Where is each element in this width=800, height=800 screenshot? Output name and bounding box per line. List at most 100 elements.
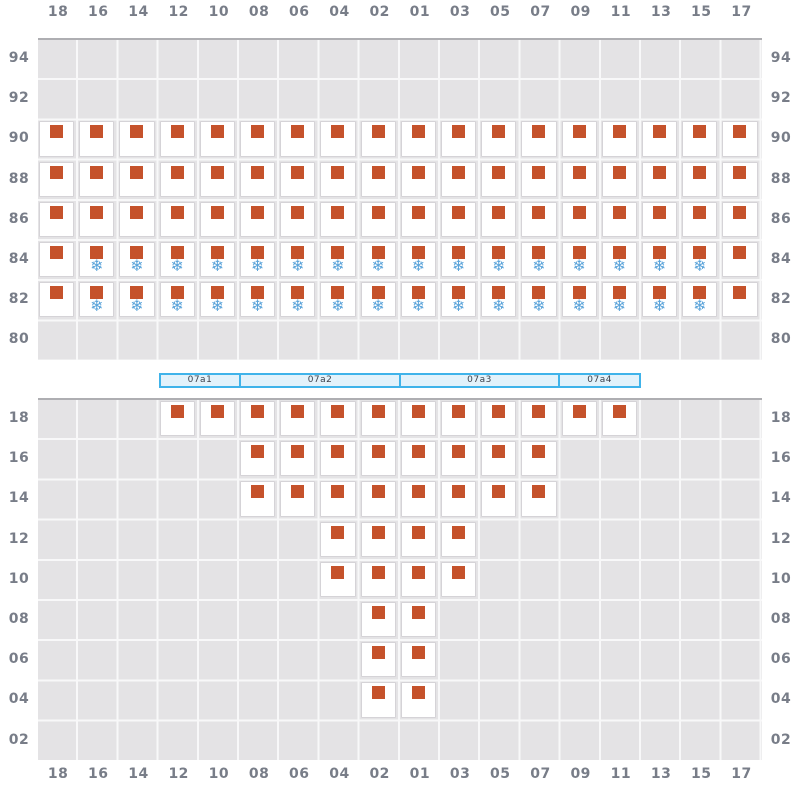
- slot-deck-panel-tier82-row04[interactable]: ❄: [320, 282, 356, 318]
- slot-hold-panel-tier16-row08[interactable]: [240, 441, 276, 477]
- slot-hold-panel-tier14-row04[interactable]: [320, 481, 356, 517]
- slot-deck-panel-tier90-row09[interactable]: [561, 121, 597, 157]
- slot-deck-panel-tier90-row08[interactable]: [240, 121, 276, 157]
- slot-deck-panel-tier82-row05[interactable]: ❄: [481, 282, 517, 318]
- slot-deck-panel-tier82-row10[interactable]: ❄: [199, 282, 235, 318]
- slot-deck-panel-tier82-row09[interactable]: ❄: [561, 282, 597, 318]
- slot-deck-panel-tier88-row01[interactable]: [400, 161, 436, 197]
- slot-hold-panel-tier18-row12[interactable]: [159, 401, 195, 437]
- slot-deck-panel-tier84-row05[interactable]: ❄: [481, 242, 517, 278]
- slot-hold-panel-tier06-row01[interactable]: [400, 642, 436, 678]
- slot-deck-panel-tier82-row17[interactable]: [722, 282, 758, 318]
- slot-deck-panel-tier90-row01[interactable]: [400, 121, 436, 157]
- slot-deck-panel-tier86-row18[interactable]: [39, 201, 75, 237]
- slot-deck-panel-tier84-row04[interactable]: ❄: [320, 242, 356, 278]
- slot-deck-panel-tier88-row07[interactable]: [521, 161, 557, 197]
- slot-deck-panel-tier90-row17[interactable]: [722, 121, 758, 157]
- slot-hold-panel-tier16-row01[interactable]: [400, 441, 436, 477]
- slot-deck-panel-tier88-row15[interactable]: [682, 161, 718, 197]
- slot-hold-panel-tier12-row02[interactable]: [360, 521, 396, 557]
- slot-deck-panel-tier90-row18[interactable]: [39, 121, 75, 157]
- slot-deck-panel-tier82-row02[interactable]: ❄: [360, 282, 396, 318]
- slot-deck-panel-tier84-row03[interactable]: ❄: [441, 242, 477, 278]
- slot-hold-panel-tier18-row10[interactable]: [199, 401, 235, 437]
- slot-hold-panel-tier18-row05[interactable]: [481, 401, 517, 437]
- slot-hold-panel-tier12-row01[interactable]: [400, 521, 436, 557]
- slot-deck-panel-tier90-row14[interactable]: [119, 121, 155, 157]
- slot-deck-panel-tier82-row18[interactable]: [39, 282, 75, 318]
- slot-deck-panel-tier82-row16[interactable]: ❄: [79, 282, 115, 318]
- slot-hold-panel-tier14-row06[interactable]: [280, 481, 316, 517]
- slot-deck-panel-tier90-row05[interactable]: [481, 121, 517, 157]
- slot-deck-panel-tier84-row10[interactable]: ❄: [199, 242, 235, 278]
- slot-deck-panel-tier88-row18[interactable]: [39, 161, 75, 197]
- slot-deck-panel-tier90-row04[interactable]: [320, 121, 356, 157]
- slot-deck-panel-tier86-row16[interactable]: [79, 201, 115, 237]
- slot-deck-panel-tier84-row06[interactable]: ❄: [280, 242, 316, 278]
- slot-hold-panel-tier18-row02[interactable]: [360, 401, 396, 437]
- slot-deck-panel-tier88-row08[interactable]: [240, 161, 276, 197]
- slot-deck-panel-tier82-row03[interactable]: ❄: [441, 282, 477, 318]
- slot-deck-panel-tier88-row02[interactable]: [360, 161, 396, 197]
- slot-deck-panel-tier86-row02[interactable]: [360, 201, 396, 237]
- hatch-segment-07a1[interactable]: 07a1: [161, 375, 242, 386]
- slot-deck-panel-tier88-row11[interactable]: [601, 161, 637, 197]
- slot-deck-panel-tier88-row03[interactable]: [441, 161, 477, 197]
- slot-deck-panel-tier84-row17[interactable]: [722, 242, 758, 278]
- slot-hold-panel-tier04-row02[interactable]: [360, 682, 396, 718]
- slot-deck-panel-tier82-row11[interactable]: ❄: [601, 282, 637, 318]
- slot-deck-panel-tier84-row07[interactable]: ❄: [521, 242, 557, 278]
- slot-deck-panel-tier88-row14[interactable]: [119, 161, 155, 197]
- slot-hold-panel-tier16-row02[interactable]: [360, 441, 396, 477]
- slot-deck-panel-tier90-row15[interactable]: [682, 121, 718, 157]
- slot-deck-panel-tier86-row11[interactable]: [601, 201, 637, 237]
- hatch-segment-07a2[interactable]: 07a2: [241, 375, 401, 386]
- slot-deck-panel-tier82-row01[interactable]: ❄: [400, 282, 436, 318]
- slot-hold-panel-tier14-row02[interactable]: [360, 481, 396, 517]
- slot-deck-panel-tier88-row09[interactable]: [561, 161, 597, 197]
- slot-hold-panel-tier18-row08[interactable]: [240, 401, 276, 437]
- slot-deck-panel-tier82-row06[interactable]: ❄: [280, 282, 316, 318]
- slot-deck-panel-tier84-row15[interactable]: ❄: [682, 242, 718, 278]
- slot-hold-panel-tier12-row03[interactable]: [441, 521, 477, 557]
- slot-deck-panel-tier84-row08[interactable]: ❄: [240, 242, 276, 278]
- slot-deck-panel-tier82-row08[interactable]: ❄: [240, 282, 276, 318]
- slot-deck-panel-tier88-row17[interactable]: [722, 161, 758, 197]
- slot-deck-panel-tier82-row15[interactable]: ❄: [682, 282, 718, 318]
- slot-hold-panel-tier16-row03[interactable]: [441, 441, 477, 477]
- slot-deck-panel-tier88-row16[interactable]: [79, 161, 115, 197]
- slot-deck-panel-tier86-row14[interactable]: [119, 201, 155, 237]
- slot-deck-panel-tier90-row10[interactable]: [199, 121, 235, 157]
- slot-deck-panel-tier84-row14[interactable]: ❄: [119, 242, 155, 278]
- slot-hold-panel-tier14-row03[interactable]: [441, 481, 477, 517]
- slot-deck-panel-tier82-row07[interactable]: ❄: [521, 282, 557, 318]
- slot-deck-panel-tier88-row10[interactable]: [199, 161, 235, 197]
- slot-deck-panel-tier84-row18[interactable]: [39, 242, 75, 278]
- slot-deck-panel-tier86-row01[interactable]: [400, 201, 436, 237]
- slot-deck-panel-tier84-row16[interactable]: ❄: [79, 242, 115, 278]
- slot-deck-panel-tier86-row15[interactable]: [682, 201, 718, 237]
- slot-deck-panel-tier82-row13[interactable]: ❄: [642, 282, 678, 318]
- slot-hold-panel-tier10-row04[interactable]: [320, 561, 356, 597]
- slot-deck-panel-tier90-row02[interactable]: [360, 121, 396, 157]
- slot-hold-panel-tier16-row06[interactable]: [280, 441, 316, 477]
- slot-deck-panel-tier88-row04[interactable]: [320, 161, 356, 197]
- slot-deck-panel-tier86-row13[interactable]: [642, 201, 678, 237]
- slot-deck-panel-tier88-row06[interactable]: [280, 161, 316, 197]
- slot-deck-panel-tier90-row07[interactable]: [521, 121, 557, 157]
- slot-deck-panel-tier84-row12[interactable]: ❄: [159, 242, 195, 278]
- slot-hold-panel-tier14-row07[interactable]: [521, 481, 557, 517]
- slot-deck-panel-tier84-row01[interactable]: ❄: [400, 242, 436, 278]
- slot-hold-panel-tier06-row02[interactable]: [360, 642, 396, 678]
- slot-deck-panel-tier84-row11[interactable]: ❄: [601, 242, 637, 278]
- hatch-segment-07a3[interactable]: 07a3: [401, 375, 561, 386]
- slot-deck-panel-tier86-row06[interactable]: [280, 201, 316, 237]
- slot-deck-panel-tier88-row05[interactable]: [481, 161, 517, 197]
- slot-deck-panel-tier90-row13[interactable]: [642, 121, 678, 157]
- slot-hold-panel-tier04-row01[interactable]: [400, 682, 436, 718]
- slot-deck-panel-tier86-row17[interactable]: [722, 201, 758, 237]
- slot-deck-panel-tier84-row02[interactable]: ❄: [360, 242, 396, 278]
- slot-hold-panel-tier18-row07[interactable]: [521, 401, 557, 437]
- slot-hold-panel-tier10-row01[interactable]: [400, 561, 436, 597]
- slot-hold-panel-tier18-row01[interactable]: [400, 401, 436, 437]
